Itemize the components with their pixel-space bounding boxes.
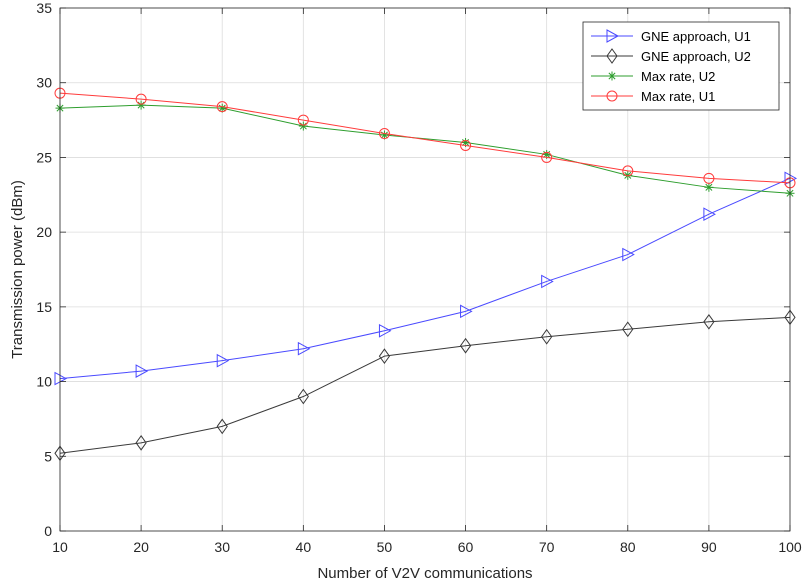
series-line xyxy=(59,104,791,194)
data-point-marker xyxy=(298,121,308,131)
x-axis-title: Number of V2V communications xyxy=(317,565,532,582)
y-tick-label: 30 xyxy=(36,75,52,91)
legend-box xyxy=(582,21,780,111)
x-tick-label: 50 xyxy=(377,539,393,555)
x-tick-label: 30 xyxy=(214,539,230,555)
x-tick-label: 90 xyxy=(701,539,717,555)
x-tick-label: 20 xyxy=(133,539,149,555)
x-tick-label: 80 xyxy=(620,539,636,555)
legend-swatch-marker xyxy=(606,48,618,64)
data-point-marker xyxy=(216,101,228,113)
data-point-marker xyxy=(297,341,311,356)
data-point-marker xyxy=(459,337,472,354)
data-point-marker xyxy=(541,328,553,345)
axis-ticks xyxy=(59,7,791,532)
series-0 xyxy=(54,171,798,386)
data-point-marker xyxy=(461,137,471,147)
data-point-marker xyxy=(703,207,716,222)
legend: GNE approach, U1 GNE approach, U2 Max rate… xyxy=(582,21,780,111)
plot-frame xyxy=(59,7,791,532)
data-point-marker xyxy=(378,323,392,338)
x-tick-label: 60 xyxy=(458,539,474,555)
y-tick-label: 0 xyxy=(44,523,52,539)
legend-label: GNE approach, U1 xyxy=(641,29,751,44)
legend-item: GNE approach, U1 xyxy=(591,29,751,44)
data-point-marker xyxy=(541,151,553,163)
data-point-marker xyxy=(460,304,473,319)
series-line xyxy=(59,92,791,184)
data-point-marker xyxy=(704,182,714,192)
data-point-marker xyxy=(135,364,149,378)
legend-label: GNE approach, U2 xyxy=(641,49,751,64)
tick-labels: 10 20 30 40 50 60 70 80 90 100 0 5 10 15 20 25 30 35 xyxy=(36,0,801,555)
series-line xyxy=(59,177,791,380)
data-point-marker xyxy=(135,434,147,451)
legend-label: Max rate, U2 xyxy=(641,69,715,84)
x-tick-label: 70 xyxy=(539,539,555,555)
data-point-marker xyxy=(216,418,228,435)
data-point-marker xyxy=(378,348,391,365)
data-point-marker xyxy=(297,114,309,126)
x-tick-label: 40 xyxy=(296,539,312,555)
legend-item: GNE approach, U2 xyxy=(591,48,751,64)
legend-swatch-marker xyxy=(607,71,617,81)
data-point-marker xyxy=(541,274,554,289)
y-tick-label: 10 xyxy=(36,374,52,390)
data-point-marker xyxy=(216,353,230,368)
legend-label: Max rate, U1 xyxy=(641,89,715,104)
data-point-marker xyxy=(379,130,389,140)
y-tick-label: 25 xyxy=(36,149,52,165)
data-point-marker xyxy=(622,247,635,262)
data-point-marker xyxy=(136,100,146,110)
y-axis-title: Transmission power (dBm) xyxy=(9,180,26,359)
legend-swatch-marker xyxy=(606,90,618,102)
legend-item: Max rate, U2 xyxy=(591,69,715,84)
data-point-marker xyxy=(297,388,309,405)
data-point-marker xyxy=(703,313,715,330)
data-point-marker xyxy=(622,165,634,177)
data-point-marker xyxy=(378,128,390,140)
y-tick-label: 35 xyxy=(36,0,52,16)
data-point-marker xyxy=(460,139,472,151)
y-tick-label: 15 xyxy=(36,299,52,315)
x-tick-label: 10 xyxy=(52,539,68,555)
data-point-marker xyxy=(703,172,715,184)
legend-item: Max rate, U1 xyxy=(591,89,715,104)
legend-swatch-marker xyxy=(606,29,620,43)
data-point-marker xyxy=(622,321,634,338)
data-point-marker xyxy=(135,93,147,105)
series-layer xyxy=(54,87,798,462)
y-tick-label: 5 xyxy=(44,448,52,464)
series-line xyxy=(59,316,791,454)
x-tick-label: 100 xyxy=(778,539,802,555)
y-tick-label: 20 xyxy=(36,224,52,240)
data-point-marker xyxy=(784,171,798,186)
